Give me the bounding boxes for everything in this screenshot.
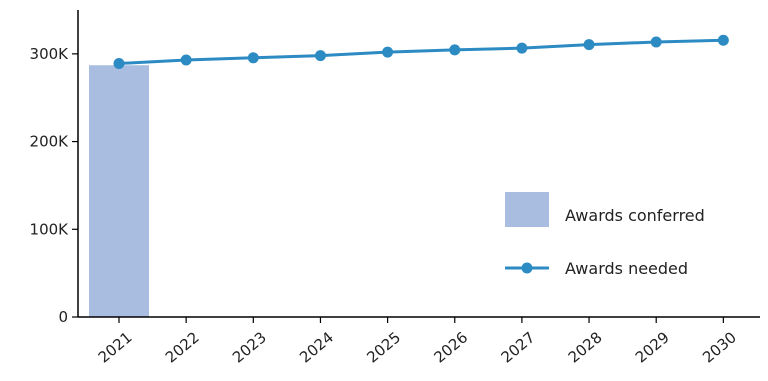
point-2029	[650, 36, 662, 48]
line-series	[113, 34, 729, 70]
y-tick-label: 300K	[30, 45, 70, 63]
point-2022	[180, 54, 192, 66]
x-tick-label: 2029	[632, 328, 673, 366]
legend: Awards conferred Awards needed	[505, 192, 705, 278]
point-2027	[516, 42, 528, 54]
legend-marker-awards-needed	[521, 262, 533, 274]
bar-series	[89, 65, 149, 317]
point-2023	[247, 52, 259, 64]
x-tick-label: 2025	[363, 328, 404, 366]
x-tick-label: 2027	[498, 328, 539, 366]
x-tick-label: 2030	[699, 328, 740, 366]
point-2025	[382, 46, 394, 58]
y-tick-label: 200K	[30, 133, 70, 151]
point-2026	[449, 44, 461, 56]
legend-swatch-awards-conferred	[505, 192, 549, 227]
line-awards-needed	[118, 38, 724, 66]
y-tick-label: 100K	[30, 220, 70, 238]
x-tick-label: 2024	[296, 328, 337, 366]
bar-2021	[89, 65, 149, 317]
x-tick-label: 2023	[229, 328, 270, 366]
x-tick-label: 2021	[95, 328, 136, 366]
x-tick-label: 2022	[162, 328, 203, 366]
legend-label-awards-conferred: Awards conferred	[565, 206, 705, 225]
x-tick-label: 2026	[430, 328, 471, 366]
legend-label-awards-needed: Awards needed	[565, 259, 688, 278]
point-2030	[717, 34, 729, 46]
point-2028	[583, 39, 595, 51]
point-2021	[113, 58, 125, 70]
point-2024	[314, 50, 326, 62]
y-tick-label: 0	[58, 308, 68, 326]
x-tick-label: 2028	[565, 328, 606, 366]
